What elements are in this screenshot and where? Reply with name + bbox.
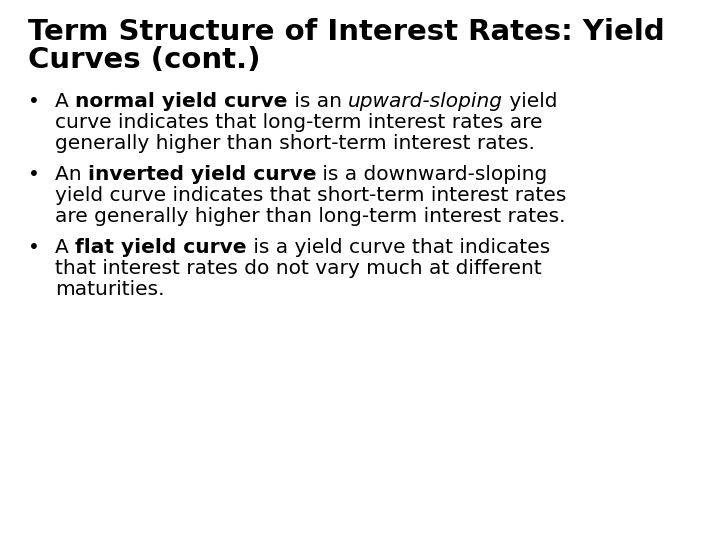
Text: yield curve indicates that short-term interest rates: yield curve indicates that short-term in… (55, 186, 567, 205)
Text: generally higher than short-term interest rates.: generally higher than short-term interes… (55, 133, 535, 153)
Text: Curves (cont.): Curves (cont.) (28, 46, 261, 75)
Text: is a yield curve that indicates: is a yield curve that indicates (247, 238, 550, 256)
Text: 6-13: 6-13 (679, 515, 706, 528)
Text: •: • (28, 165, 40, 184)
Text: A: A (55, 92, 75, 111)
Text: •: • (28, 92, 40, 111)
Text: upward-sloping: upward-sloping (348, 92, 503, 111)
Text: maturities.: maturities. (55, 280, 164, 299)
Text: A: A (55, 238, 75, 256)
Text: inverted yield curve: inverted yield curve (88, 165, 317, 184)
Text: is a downward-sloping: is a downward-sloping (317, 165, 548, 184)
Text: Term Structure of Interest Rates: Yield: Term Structure of Interest Rates: Yield (28, 18, 665, 46)
Text: •: • (28, 238, 40, 256)
Text: are generally higher than long-term interest rates.: are generally higher than long-term inte… (55, 207, 565, 226)
Text: curve indicates that long-term interest rates are: curve indicates that long-term interest … (55, 112, 542, 132)
Text: yield: yield (503, 92, 557, 111)
Text: Copyright ©2015 Pearson Education, Inc. All rights reserved.: Copyright ©2015 Pearson Education, Inc. … (14, 515, 375, 528)
Text: flat yield curve: flat yield curve (75, 238, 247, 256)
Text: that interest rates do not vary much at different: that interest rates do not vary much at … (55, 259, 541, 278)
Text: normal yield curve: normal yield curve (75, 92, 287, 111)
Text: is an: is an (287, 92, 348, 111)
Text: An: An (55, 165, 88, 184)
